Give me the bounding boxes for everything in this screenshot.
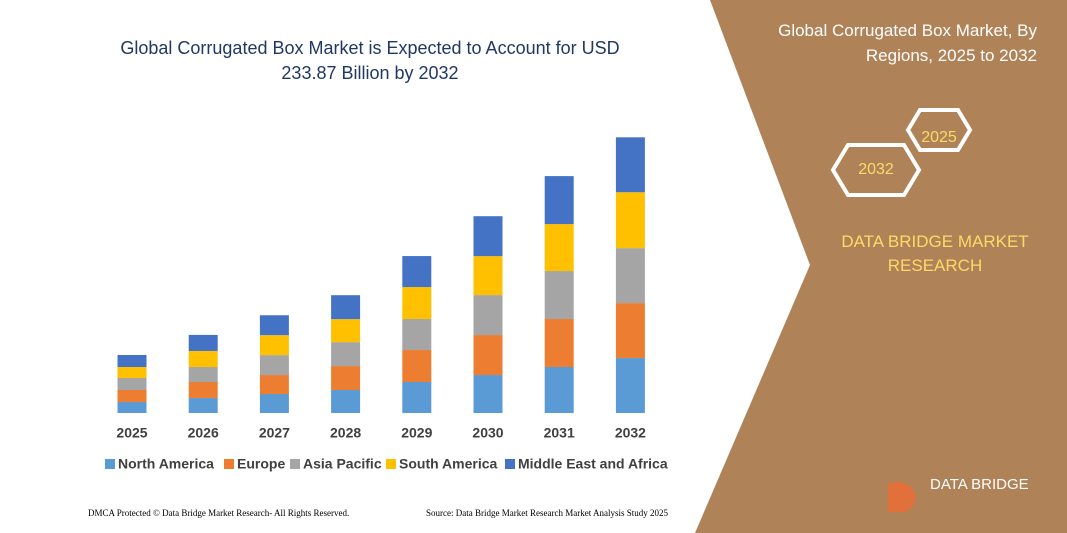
legend-swatch — [290, 459, 300, 469]
bar-segment — [544, 319, 574, 368]
legend-swatch — [224, 459, 234, 469]
bar-segment — [473, 256, 503, 296]
footer-left: DMCA Protected © Data Bridge Market Rese… — [88, 508, 349, 518]
bar-segment — [331, 295, 361, 320]
bar-segment — [473, 335, 503, 376]
legend-label: Europe — [237, 456, 285, 472]
bar-segment — [117, 354, 147, 368]
hexagon — [830, 143, 922, 197]
legend-swatch — [105, 459, 115, 469]
brand-text: DATA BRIDGE MARKET RESEARCH — [841, 232, 1029, 275]
bar-segment — [473, 216, 503, 257]
x-tick-label: 2028 — [330, 425, 361, 441]
logo-icon — [888, 472, 916, 512]
x-tick-label: 2029 — [401, 425, 432, 441]
bar-segment — [259, 375, 289, 395]
bar-segment — [259, 394, 289, 413]
bar-segment — [331, 366, 361, 391]
bar-segment — [331, 342, 361, 367]
bar-segment — [402, 319, 432, 351]
bar-segment — [615, 303, 645, 359]
legend-label: Middle East and Africa — [518, 456, 668, 472]
bar-segment — [544, 224, 574, 272]
x-tick-label: 2026 — [188, 425, 219, 441]
legend-swatch — [505, 459, 515, 469]
bar-segment — [615, 248, 645, 304]
hexagon — [905, 108, 973, 152]
x-tick-label: 2032 — [615, 425, 646, 441]
bar-segment — [473, 375, 503, 413]
bar-segment — [402, 381, 432, 413]
bar-segment — [331, 390, 361, 413]
logo-text: DATA BRIDGE — [930, 476, 1029, 493]
x-tick-label: 2025 — [116, 425, 147, 441]
bar-segment — [402, 350, 432, 382]
bar-segment — [402, 256, 432, 288]
panel-title: Global Corrugated Box Market, By Regions… — [778, 21, 1037, 65]
hexagon-label: 2032 — [858, 161, 894, 178]
bar-segment — [473, 295, 503, 336]
x-tick-label: 2027 — [259, 425, 290, 441]
bar-segment — [259, 315, 289, 336]
legend-label: Asia Pacific — [303, 456, 382, 472]
bar-segment — [117, 402, 147, 413]
bar-segment — [331, 319, 361, 343]
bar-segment — [117, 390, 147, 403]
bar-segment — [188, 367, 218, 382]
bar-segment — [402, 287, 432, 320]
bar-segment — [544, 176, 574, 225]
footer-right: Source: Data Bridge Market Research Mark… — [426, 508, 668, 518]
bar-segment — [259, 355, 289, 376]
bar-segment — [188, 381, 218, 399]
legend-label: North America — [118, 456, 214, 472]
hexagon-label: 2025 — [921, 129, 957, 146]
bar-segment — [544, 271, 574, 320]
chart-title: Global Corrugated Box Market is Expected… — [120, 38, 620, 83]
side-panel — [695, 0, 1067, 533]
bar-segment — [544, 367, 574, 413]
bar-segment — [615, 358, 645, 413]
bar-segment — [259, 335, 289, 356]
bar-segment — [188, 350, 218, 368]
x-tick-label: 2031 — [544, 425, 575, 441]
bar-segment — [615, 137, 645, 193]
bar-segment — [117, 377, 147, 391]
bar-segment — [188, 398, 218, 413]
bar-segment — [615, 192, 645, 249]
bar-segment — [117, 367, 147, 378]
legend-label: South America — [399, 456, 497, 472]
legend-swatch — [386, 459, 396, 469]
x-tick-label: 2030 — [472, 425, 503, 441]
bar-segment — [188, 334, 218, 351]
